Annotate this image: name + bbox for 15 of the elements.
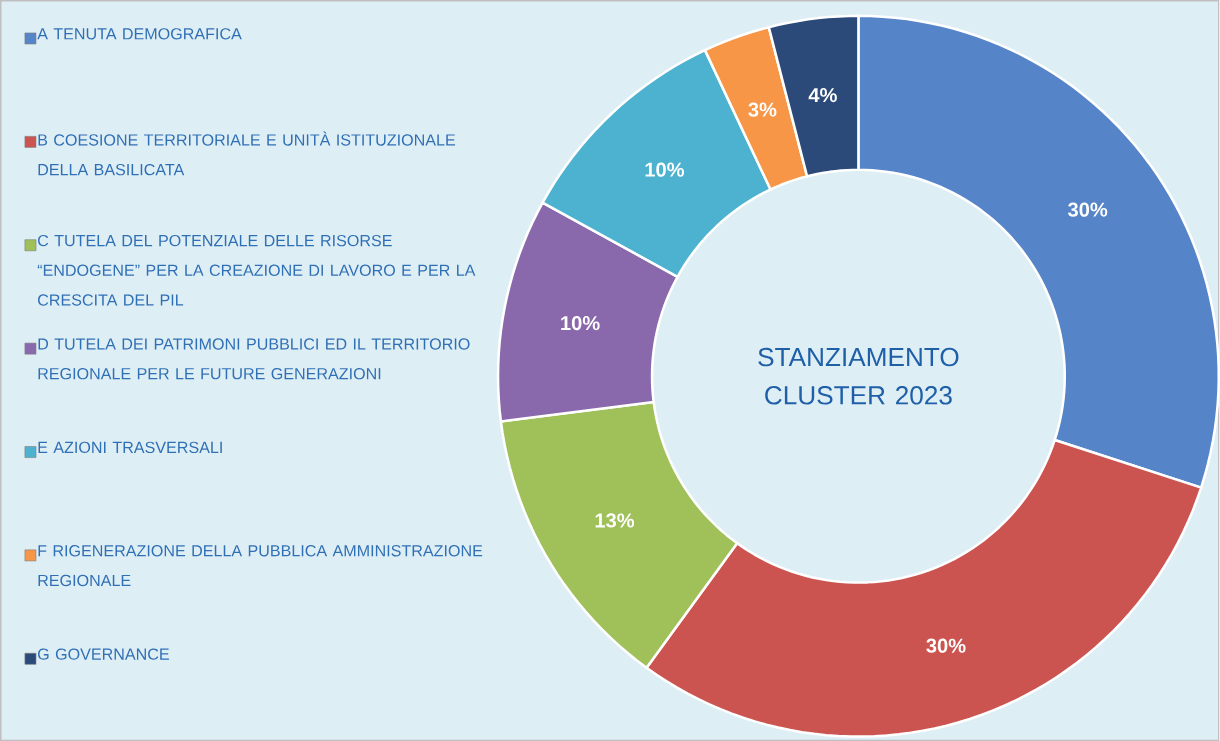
data-label: 30%	[926, 638, 966, 653]
legend-label: D TUTELA DEI PATRIMONI PUBBLICI ED IL TERRITORIO REGIONALE PER LE FUTURE GENERAZIONI	[38, 338, 470, 380]
data-label: 3%	[748, 102, 777, 117]
legend-label: F RIGENERAZIONE DELLA PUBBLICA AMMINISTRAZIONE REGIONALE	[38, 544, 483, 586]
legend-label: E AZIONI TRASVERSALI	[38, 441, 222, 453]
data-label: 10%	[561, 315, 600, 331]
data-label: 4%	[808, 87, 837, 102]
data-label: 13%	[595, 513, 635, 528]
data-label: 10%	[645, 162, 685, 177]
data-label: 30%	[1067, 202, 1108, 217]
legend-label: B COESIONE TERRITORIALE E UNITÀ ISTITUZIONALE DELLA BASILICATA	[38, 131, 456, 176]
legend-label: A TENUTA DEMOGRAFICA	[37, 27, 242, 40]
legend-label: G GOVERNANCE	[38, 648, 169, 660]
legend-label: C TUTELA DEL POTENZIALE DELLE RISORSE “ENDOGENE” PER LA CREAZIONE DI LAVORO E PER LA CRESCITA DEL PIL	[37, 234, 476, 306]
text: STANZIAMENTO CLUSTER 2023	[758, 347, 959, 405]
